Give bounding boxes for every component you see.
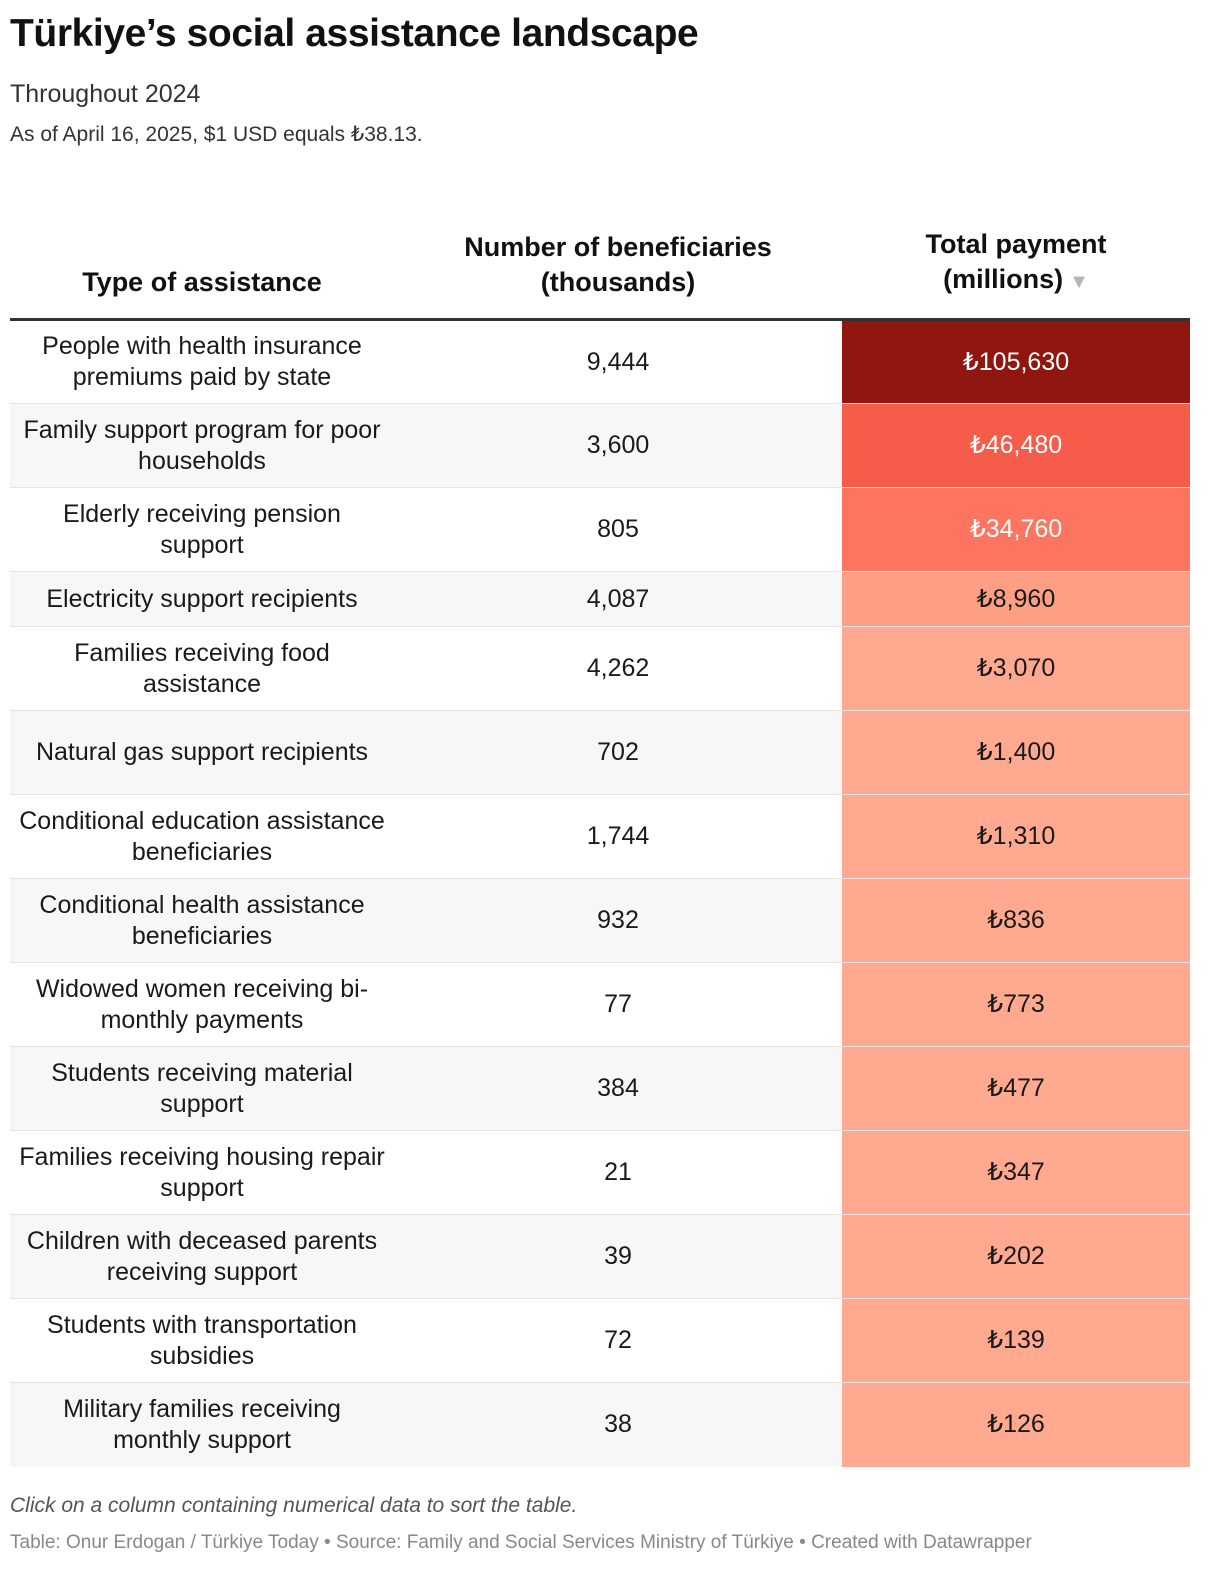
cell-total-payment: ₺1,400 (842, 710, 1190, 795)
column-header-payment-line2: (millions) (943, 264, 1064, 294)
cell-total-payment: ₺8,960 (842, 571, 1190, 627)
cell-total-payment: ₺126 (842, 1382, 1190, 1467)
cell-total-payment: ₺773 (842, 962, 1190, 1047)
cell-assistance-type: Families receiving housing repair suppor… (10, 1130, 394, 1215)
column-header-beneficiaries[interactable]: Number of beneficiaries (thousands) (394, 200, 842, 321)
cell-total-payment: ₺46,480 (842, 403, 1190, 488)
table-header-row: Type of assistance Number of beneficiari… (10, 200, 1190, 321)
table-row: Natural gas support recipients 702 ₺1,400 (10, 710, 1190, 795)
cell-beneficiaries: 38 (394, 1382, 842, 1467)
column-header-type-label: Type of assistance (82, 267, 322, 297)
table-body: People with health insurance premiums pa… (10, 319, 1190, 1467)
cell-total-payment: ₺105,630 (842, 319, 1190, 404)
table-row: Families receiving food assistance 4,262 ₺… (10, 626, 1190, 711)
cell-assistance-type: Electricity support recipients (10, 571, 394, 627)
cell-beneficiaries: 932 (394, 878, 842, 963)
cell-assistance-type: Elderly receiving pension support (10, 487, 394, 572)
cell-assistance-type: Widowed women receiving bi-monthly payme… (10, 962, 394, 1047)
cell-beneficiaries: 702 (394, 710, 842, 795)
column-header-payment[interactable]: Total payment (millions) ▼ (842, 200, 1190, 321)
table-row: Conditional education assistance benefic… (10, 794, 1190, 879)
cell-total-payment: ₺202 (842, 1214, 1190, 1299)
column-header-beneficiaries-line1: Number of beneficiaries (464, 232, 772, 262)
chart-title: Türkiye’s social assistance landscape (10, 12, 699, 55)
exchange-rate-note: As of April 16, 2025, $1 USD equals ₺38.… (10, 123, 423, 146)
cell-total-payment: ₺3,070 (842, 626, 1190, 711)
cell-assistance-type: Natural gas support recipients (10, 710, 394, 795)
cell-assistance-type: Conditional health assistance beneficiar… (10, 878, 394, 963)
cell-total-payment: ₺477 (842, 1046, 1190, 1131)
cell-assistance-type: Conditional education assistance benefic… (10, 794, 394, 879)
cell-beneficiaries: 72 (394, 1298, 842, 1383)
column-header-payment-line1: Total payment (925, 229, 1107, 259)
cell-beneficiaries: 21 (394, 1130, 842, 1215)
table-row: Elderly receiving pension support 805 ₺34,… (10, 487, 1190, 572)
table-row: Conditional health assistance beneficiar… (10, 878, 1190, 963)
sort-instruction: Click on a column containing numerical d… (10, 1494, 578, 1517)
cell-assistance-type: Military families receiving monthly supp… (10, 1382, 394, 1467)
cell-total-payment: ₺34,760 (842, 487, 1190, 572)
cell-assistance-type: Children with deceased parents receiving… (10, 1214, 394, 1299)
table-row: Students with transportation subsidies 72… (10, 1298, 1190, 1383)
assistance-table: Type of assistance Number of beneficiari… (10, 200, 1190, 1467)
cell-beneficiaries: 9,444 (394, 319, 842, 404)
cell-beneficiaries: 39 (394, 1214, 842, 1299)
column-header-beneficiaries-line2: (thousands) (540, 267, 696, 297)
cell-beneficiaries: 1,744 (394, 794, 842, 879)
table-row: Students receiving material support 384 ₺4… (10, 1046, 1190, 1131)
cell-beneficiaries: 384 (394, 1046, 842, 1131)
chart-subtitle: Throughout 2024 (10, 80, 201, 108)
table-row: Military families receiving monthly supp… (10, 1382, 1190, 1467)
cell-beneficiaries: 4,087 (394, 571, 842, 627)
cell-beneficiaries: 3,600 (394, 403, 842, 488)
table-row: Electricity support recipients 4,087 ₺8,96… (10, 571, 1190, 627)
cell-assistance-type: Students with transportation subsidies (10, 1298, 394, 1383)
table-row: Widowed women receiving bi-monthly payme… (10, 962, 1190, 1047)
cell-total-payment: ₺347 (842, 1130, 1190, 1215)
table-row: Family support program for poor househol… (10, 403, 1190, 488)
cell-assistance-type: Family support program for poor househol… (10, 403, 394, 488)
cell-total-payment: ₺1,310 (842, 794, 1190, 879)
cell-total-payment: ₺836 (842, 878, 1190, 963)
cell-assistance-type: Families receiving food assistance (10, 626, 394, 711)
table-row: Families receiving housing repair suppor… (10, 1130, 1190, 1215)
sort-descending-icon[interactable]: ▼ (1069, 271, 1089, 293)
cell-total-payment: ₺139 (842, 1298, 1190, 1383)
column-header-type[interactable]: Type of assistance (10, 200, 394, 321)
cell-beneficiaries: 805 (394, 487, 842, 572)
source-credit: Table: Onur Erdogan / Türkiye Today • So… (10, 1532, 1032, 1553)
cell-assistance-type: People with health insurance premiums pa… (10, 319, 394, 404)
cell-assistance-type: Students receiving material support (10, 1046, 394, 1131)
table-row: People with health insurance premiums pa… (10, 319, 1190, 404)
table-row: Children with deceased parents receiving… (10, 1214, 1190, 1299)
cell-beneficiaries: 4,262 (394, 626, 842, 711)
cell-beneficiaries: 77 (394, 962, 842, 1047)
